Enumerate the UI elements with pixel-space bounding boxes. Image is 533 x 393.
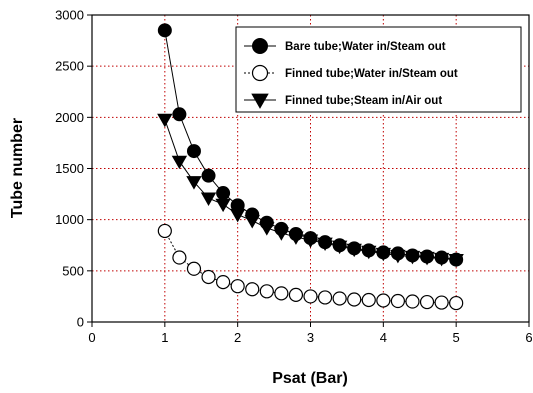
y-tick-label: 0 (77, 315, 84, 330)
axis-ticks: 0 500 1000 1500 2000 2500 3000 0 1 2 3 4 5 6 (55, 8, 533, 346)
data-point (157, 23, 172, 38)
data-point (245, 207, 260, 222)
data-point (245, 282, 260, 297)
data-point (434, 295, 449, 310)
data-point (332, 291, 347, 306)
data-point (376, 293, 391, 308)
data-point (216, 186, 231, 201)
data-point (332, 238, 347, 253)
legend-marker (251, 93, 269, 109)
data-point (347, 292, 362, 307)
data-point (172, 250, 187, 265)
y-tick-label: 2500 (55, 59, 84, 74)
data-point (172, 107, 187, 122)
legend-marker (251, 64, 269, 82)
legend-label: Finned tube;Water in/Steam out (285, 68, 458, 80)
data-point (274, 286, 289, 301)
data-point (186, 144, 201, 159)
data-point (157, 113, 173, 128)
data-point (201, 269, 216, 285)
y-tick-label: 1000 (55, 212, 84, 227)
data-point (200, 192, 217, 207)
series-2 (157, 223, 464, 311)
x-tick-label: 6 (525, 330, 532, 345)
x-axis-title: Psat (Bar) (272, 370, 348, 387)
data-point (419, 294, 435, 310)
data-point (259, 215, 274, 230)
legend-label: Finned tube;Steam in/Air out (285, 95, 442, 107)
data-point (288, 287, 304, 302)
data-point (230, 279, 245, 294)
data-point (376, 245, 391, 260)
data-point (303, 231, 318, 246)
data-point (361, 243, 376, 258)
data-point (186, 261, 202, 276)
data-point (390, 293, 405, 309)
legend-box (235, 26, 522, 113)
data-point (186, 176, 202, 190)
y-tick-label: 3000 (55, 8, 84, 23)
data-point (274, 221, 289, 236)
data-point (230, 198, 245, 213)
data-point (303, 289, 318, 304)
data-point (361, 292, 376, 308)
data-point (405, 248, 420, 263)
data-point (449, 295, 464, 311)
legend: Bare tube;Water in/Steam out Finned tube;… (235, 26, 522, 113)
data-point (216, 274, 231, 290)
data-point (449, 252, 464, 267)
y-tick-label: 500 (62, 263, 84, 278)
data-point (405, 294, 420, 309)
data-point (420, 249, 435, 264)
data-point (288, 226, 303, 241)
x-tick-label: 4 (380, 330, 387, 345)
legend-marker (252, 38, 268, 54)
x-tick-label: 3 (307, 330, 314, 345)
plot-series (157, 23, 464, 311)
data-point (390, 246, 405, 261)
y-axis-title: Tube number (9, 118, 26, 218)
x-tick-label: 0 (88, 330, 95, 345)
x-tick-label: 2 (234, 330, 241, 345)
data-point (259, 284, 274, 299)
data-point (157, 223, 172, 239)
y-tick-label: 2000 (55, 110, 84, 125)
data-point (347, 241, 362, 256)
data-point (317, 290, 333, 305)
data-point (171, 155, 188, 170)
x-tick-label: 5 (453, 330, 460, 345)
series-1 (157, 23, 464, 267)
data-point (215, 198, 231, 213)
data-point (318, 235, 333, 250)
data-point (434, 250, 449, 265)
x-tick-label: 1 (161, 330, 168, 345)
legend-label: Bare tube;Water in/Steam out (285, 41, 446, 53)
y-tick-label: 1500 (55, 161, 84, 176)
data-point (201, 168, 216, 183)
